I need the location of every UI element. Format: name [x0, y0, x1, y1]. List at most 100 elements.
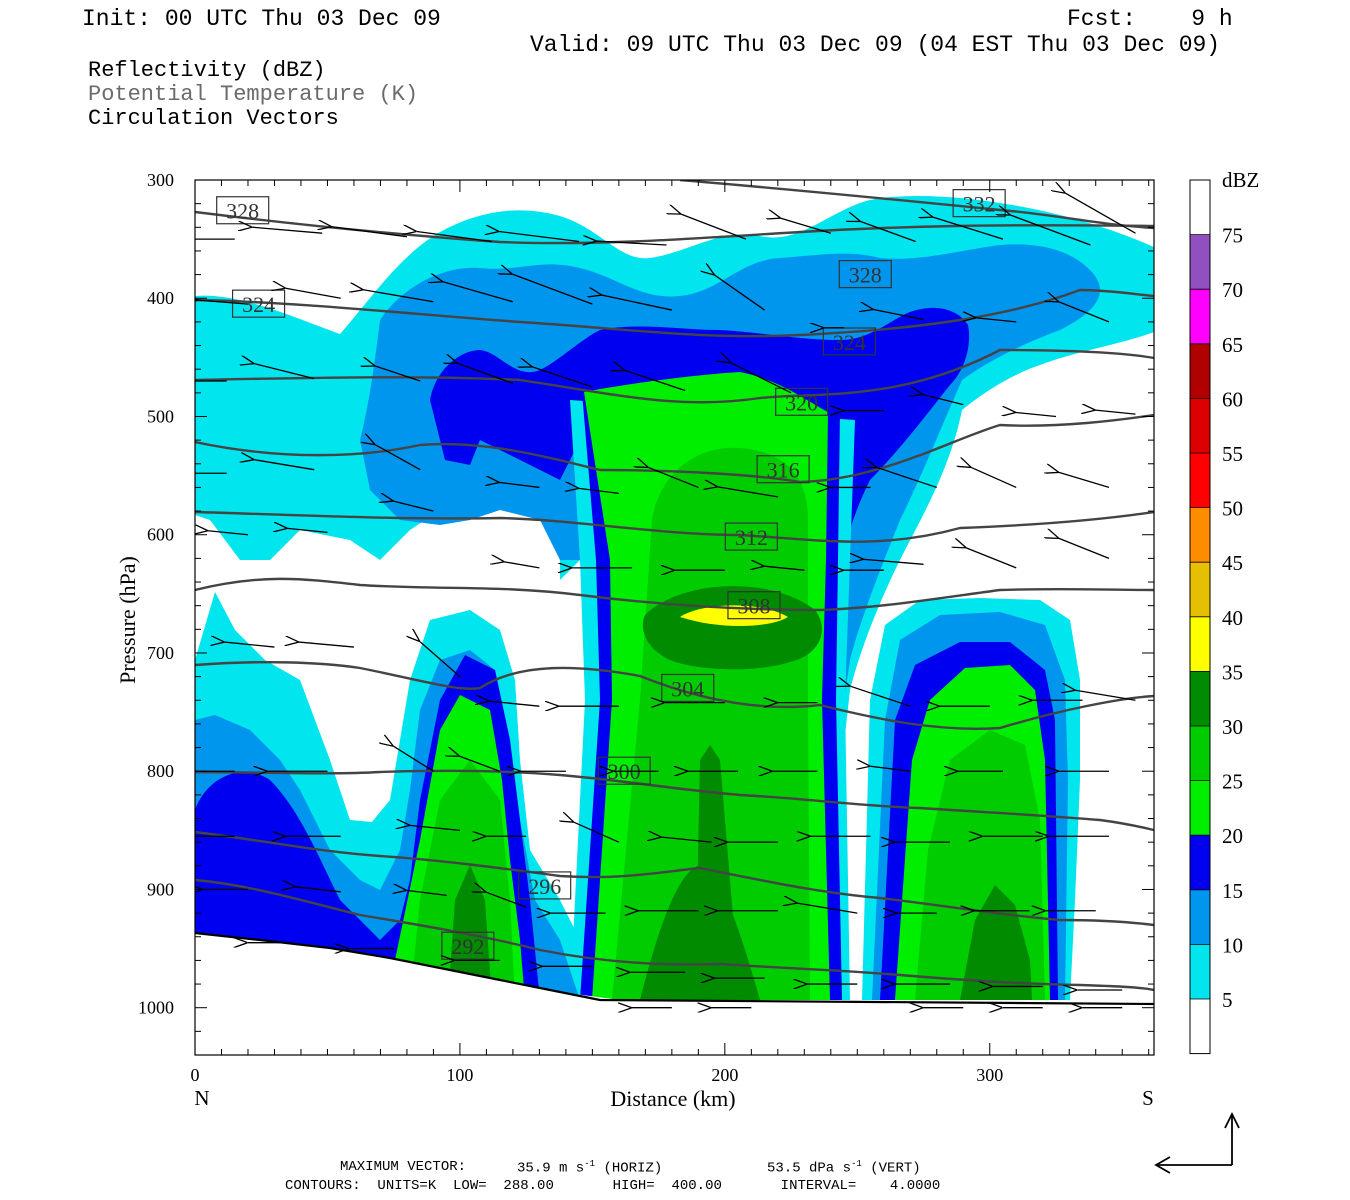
- wind-vector: [971, 467, 1017, 489]
- colorbar-label: 50: [1222, 497, 1243, 521]
- theta-label-box: [822, 327, 876, 356]
- theta-label: 304: [661, 673, 715, 703]
- y-tick-label: 600: [147, 525, 174, 545]
- theta-label-text: 312: [735, 525, 768, 550]
- theta-label-box: [727, 591, 781, 620]
- colorbar-title: dBZ: [1222, 168, 1259, 192]
- theta-label-text: 304: [671, 676, 704, 701]
- wind-vector: [1095, 410, 1136, 415]
- theta-label: 332: [952, 189, 1006, 218]
- colorbar-swatch: [1190, 562, 1210, 617]
- theta-line: [195, 660, 1154, 730]
- wind-vector: [976, 318, 1017, 323]
- max-vector-horiz-value: 35.9 m s: [517, 1160, 585, 1177]
- theta-label-text: 328: [226, 199, 259, 224]
- max-vector-label: MAXIMUM VECTOR:: [340, 1159, 467, 1175]
- theta-label: 328: [838, 259, 892, 289]
- wind-vector: [864, 559, 924, 565]
- theta-label-text: 332: [963, 192, 996, 217]
- wind-vector: [375, 445, 421, 471]
- north-label: N: [194, 1086, 209, 1110]
- y-tick-label: 800: [147, 761, 174, 781]
- wind-vector: [602, 295, 672, 311]
- wind-vector: [332, 227, 408, 238]
- wind-vector: [1059, 472, 1110, 489]
- wind-vector: [224, 642, 275, 648]
- wind-vector: [393, 746, 434, 772]
- y-tick-label: 400: [147, 288, 174, 308]
- theta-line: [195, 288, 1154, 338]
- wind-vector: [393, 501, 434, 512]
- wind-vector: [731, 363, 792, 394]
- y-tick-label: 900: [147, 879, 174, 899]
- reflectivity-field: [195, 195, 1154, 1055]
- reference-vector-key: [1154, 1111, 1240, 1174]
- theta-label-text: 316: [767, 458, 800, 483]
- theta-label-text: 308: [737, 594, 770, 619]
- theta-label-text: 320: [785, 390, 818, 415]
- theta-label-box: [756, 455, 810, 484]
- wind-vector: [460, 756, 500, 772]
- circulation-vectors: [195, 193, 1136, 1007]
- theta-label-text: 324: [833, 330, 866, 355]
- theta-label-box: [838, 259, 892, 289]
- theta-line: [195, 769, 1154, 832]
- colorbar-swatch: [1190, 234, 1210, 290]
- wind-vector: [252, 227, 323, 234]
- x-tick-label: 200: [711, 1065, 738, 1085]
- theta-label-text: 296: [528, 874, 561, 899]
- wind-vector: [420, 642, 461, 678]
- wind-vector: [407, 890, 447, 897]
- x-tick-label: 300: [976, 1065, 1003, 1085]
- wind-vector: [662, 837, 712, 843]
- theta-label: 324: [822, 327, 876, 356]
- theta-line: [195, 348, 1154, 404]
- theta-label: 324: [231, 289, 286, 318]
- y-tick-label: 700: [147, 643, 174, 663]
- wind-vector: [363, 290, 434, 303]
- y-tick-label: 500: [147, 406, 174, 426]
- refl-35-core: [680, 605, 788, 627]
- colorbar-swatch: [1190, 944, 1210, 999]
- x-tick-labels: 0 100 200 300: [191, 1065, 1004, 1085]
- wind-vector: [1065, 193, 1136, 234]
- colorbar-swatch: [1190, 453, 1210, 508]
- wind-vector: [579, 488, 619, 494]
- colorbar-label: 40: [1222, 606, 1243, 630]
- vert-tag: (VERT): [870, 1160, 921, 1177]
- wind-vector: [499, 482, 540, 489]
- wind-vector: [1016, 412, 1057, 418]
- colorbar-swatch: [1190, 289, 1210, 344]
- theta-label-box: [724, 522, 778, 551]
- wind-vector: [254, 460, 315, 471]
- wind-vector: [208, 531, 249, 536]
- colorbar-swatch: [1190, 507, 1210, 563]
- colorbar-label: 45: [1222, 551, 1243, 575]
- wind-vector: [923, 395, 964, 406]
- theta-label-text: 328: [849, 263, 882, 288]
- colorbar-swatch: [1190, 398, 1210, 453]
- wind-vector: [532, 367, 593, 388]
- wind-vector: [861, 221, 916, 243]
- unit-exponent: -1: [851, 1159, 862, 1169]
- wind-vector: [486, 892, 527, 908]
- wind-vector: [764, 566, 805, 571]
- theta-line: [195, 878, 1154, 992]
- colorbar-swatch: [1190, 780, 1210, 836]
- theta-label: 308: [727, 591, 781, 620]
- colorbar-label: 70: [1222, 278, 1243, 302]
- colorbar-label: 10: [1222, 933, 1243, 957]
- valid-time: Valid: 09 UTC Thu 03 Dec 09 (04 EST Thu …: [530, 32, 1221, 58]
- wind-vector: [1059, 302, 1110, 323]
- theta-label: 312: [724, 522, 778, 551]
- horiz-tag: (HORIZ): [603, 1160, 663, 1177]
- colorbar-swatch: [1190, 180, 1210, 235]
- theta-line: [195, 510, 1154, 543]
- colorbar-label: 35: [1222, 660, 1243, 684]
- wind-vector: [1075, 690, 1136, 701]
- wind-vector: [458, 363, 514, 384]
- axis-ticks: [194, 179, 1154, 1056]
- wind-vector: [443, 282, 514, 303]
- x-axis-label: Distance (km): [610, 1086, 735, 1111]
